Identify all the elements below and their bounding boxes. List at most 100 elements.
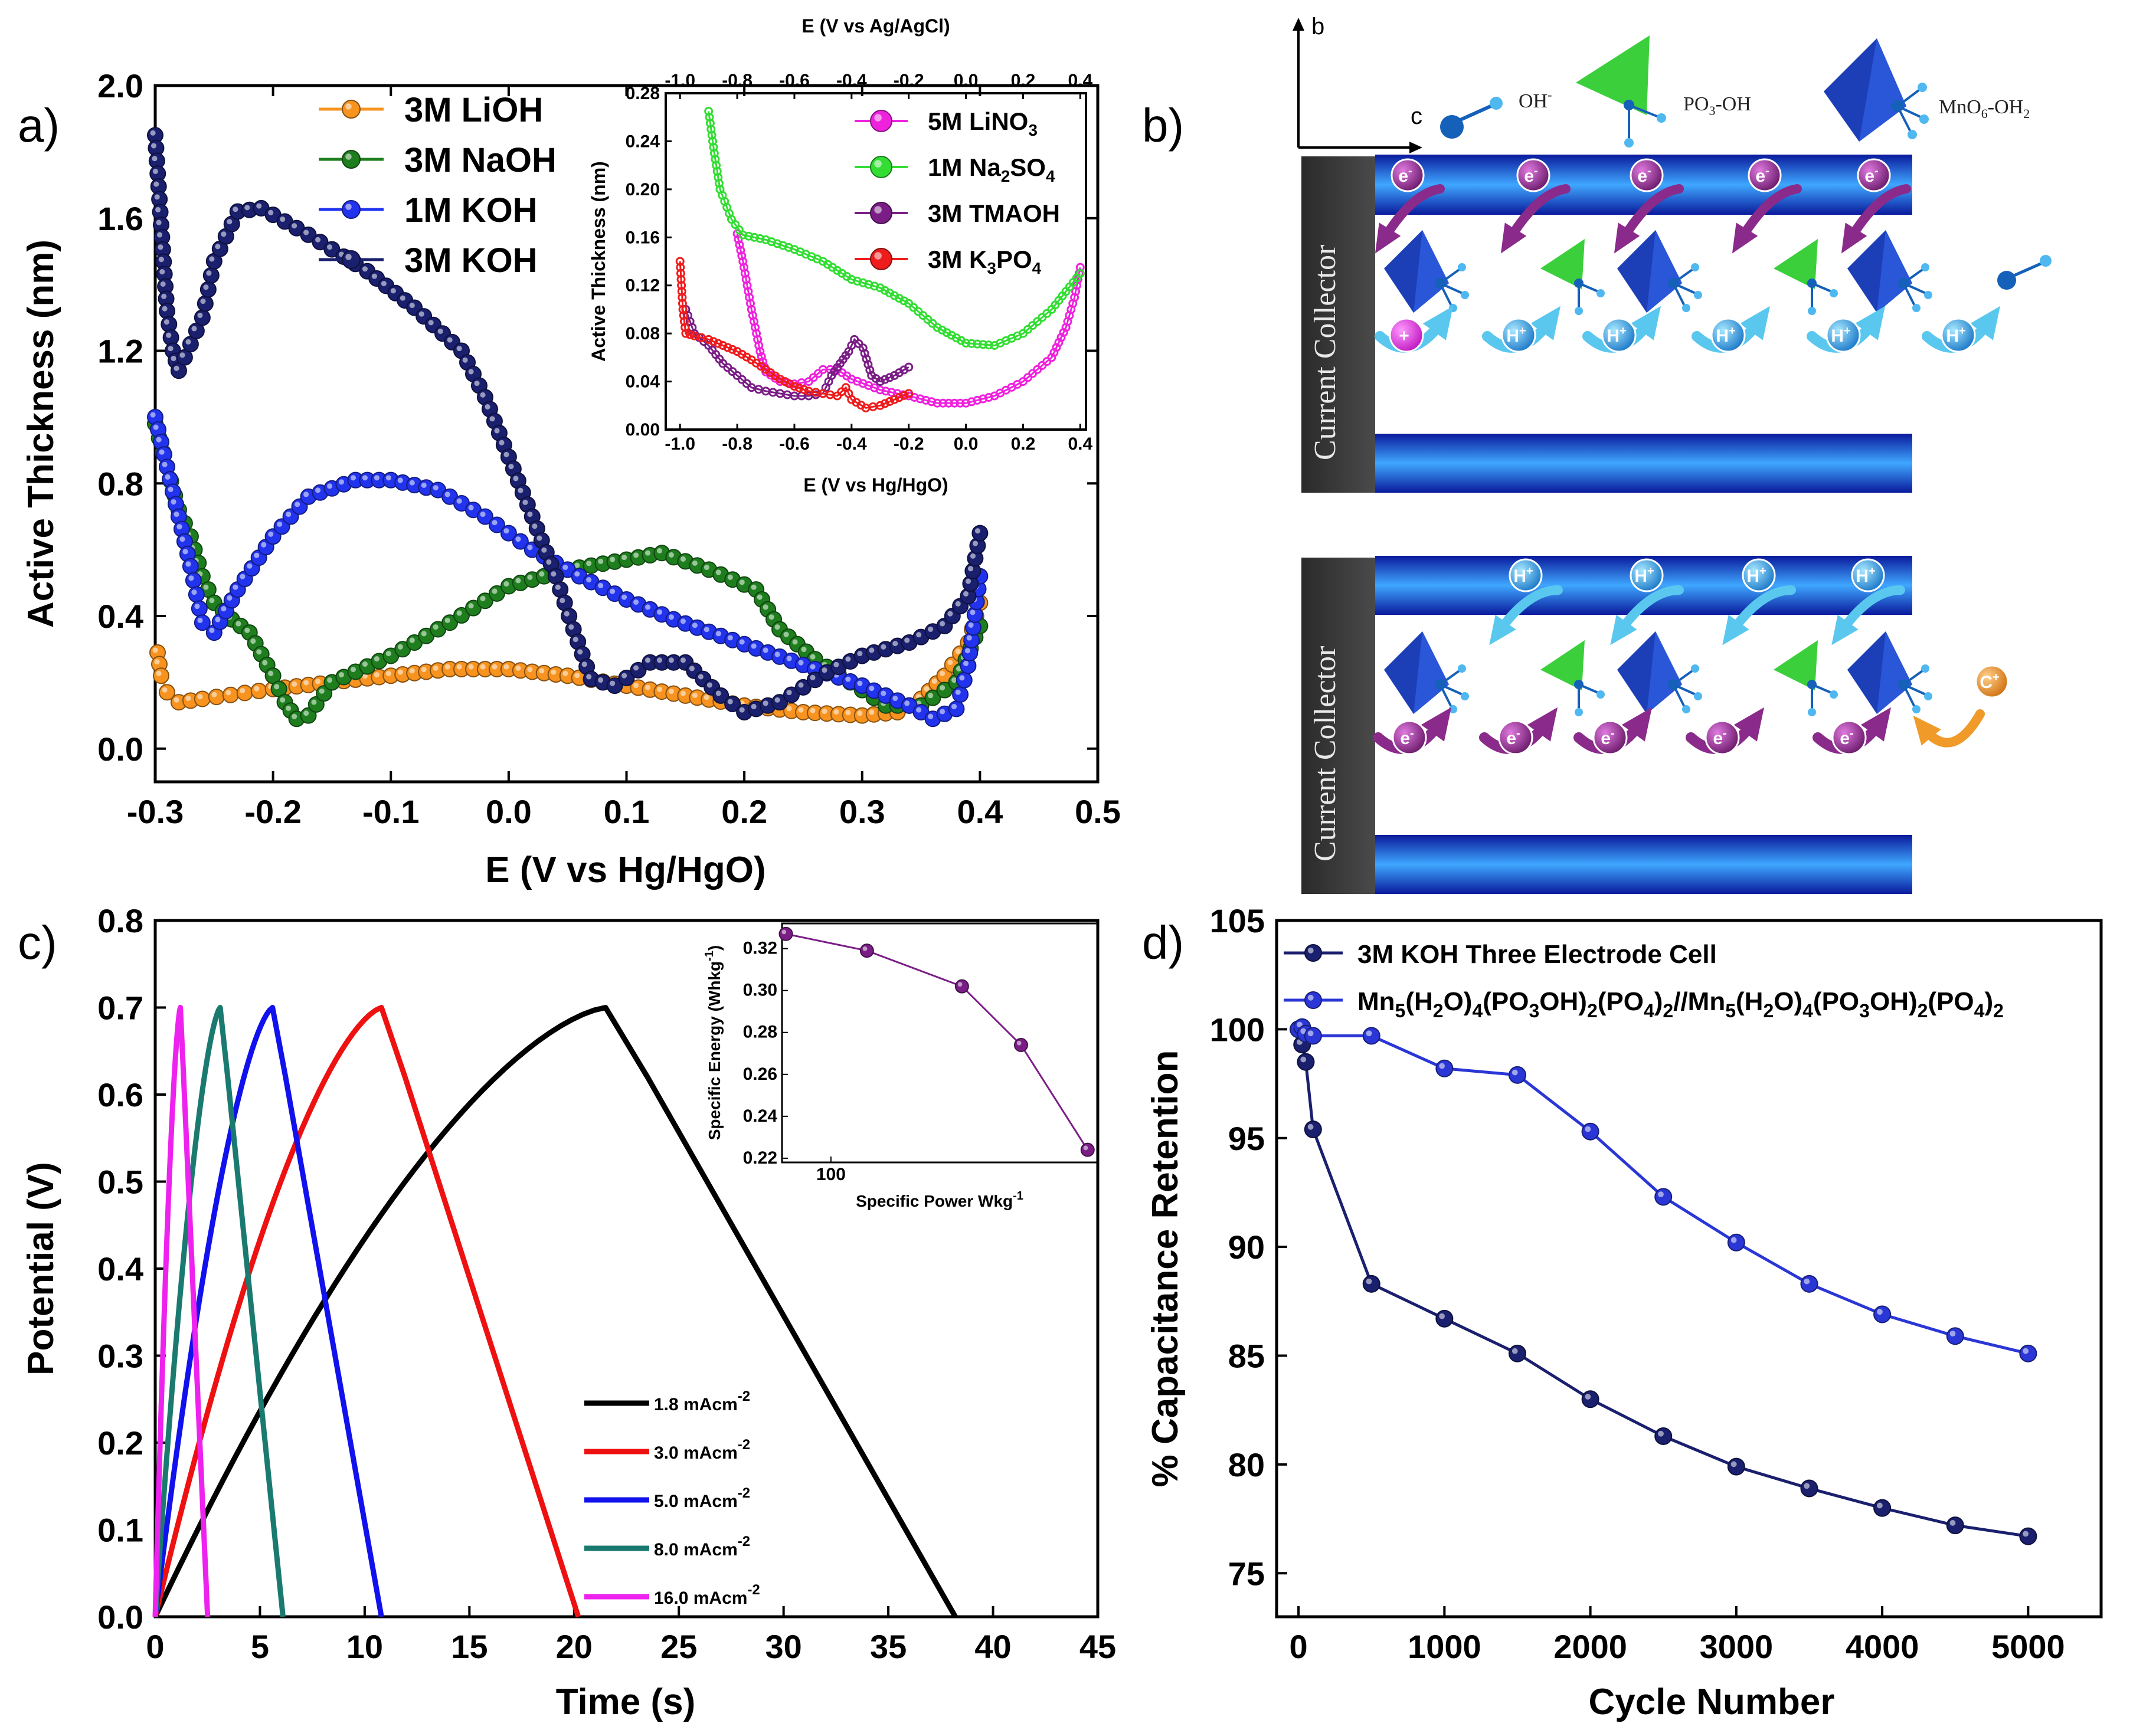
inset-c-ytick-label: 0.26 — [743, 1064, 777, 1084]
chart-a-point-hl — [179, 352, 185, 358]
electron-top-label: e- — [1398, 165, 1412, 186]
chart-a-point — [202, 267, 220, 284]
chart-a-point-hl — [970, 553, 976, 559]
inset-a-point — [744, 231, 753, 241]
chart-a-point-hl — [319, 688, 325, 694]
chart-a-point-hl — [551, 669, 557, 675]
proton-bottom-arrow-head — [1831, 614, 1859, 646]
chart-a-point-hl — [268, 209, 274, 215]
chart-c-series-line — [152, 1005, 384, 1617]
chart-a-point-hl — [783, 631, 789, 637]
inset-a-point — [880, 375, 889, 384]
inset-a-point — [681, 329, 691, 338]
chart-c-ytick-label: 0.7 — [97, 990, 143, 1027]
inset-a-point — [681, 323, 690, 332]
mno6-unit-atom — [1898, 278, 1909, 289]
chart-a-point-hl — [277, 521, 283, 527]
chart-a-point-hl — [286, 512, 292, 517]
current-collector-top-label: Current Collector — [1308, 245, 1342, 460]
chart-a-point-hl — [262, 660, 268, 666]
chart-a-ytick-label: 1.2 — [97, 333, 143, 370]
electron-top — [1857, 158, 1891, 192]
chart-a-point-hl — [468, 603, 474, 609]
chart-a-point-hl — [374, 671, 379, 678]
oh-legend-label: OH- — [1519, 87, 1552, 112]
electron-top — [1748, 158, 1782, 192]
chart-c: 0 5 10 15 20 25 30 35 40 45 0.0 0.1 0.2 0.3 0.4 0.5 0.6 0… — [21, 902, 1116, 1722]
mno6-unit-atom — [1461, 692, 1469, 700]
inset-a-point — [887, 388, 897, 397]
chart-a-point-hl — [292, 223, 297, 229]
chart-a-point-hl — [151, 143, 157, 149]
inset-a-point — [967, 339, 976, 348]
chart-a-point-hl — [551, 571, 557, 577]
chart-a-point-hl — [409, 637, 415, 643]
chart-a-xtick-label: 0.5 — [1075, 793, 1121, 830]
proton-top — [1601, 317, 1637, 353]
chart-d-ylabel: % Capacitance Retention — [1145, 1050, 1186, 1488]
chart-a-point-hl — [221, 231, 227, 237]
chart-a-point-hl — [444, 492, 450, 497]
inset-a-point — [709, 337, 718, 346]
mno6-unit-atom — [1921, 664, 1929, 673]
chart-a-ytick-label: 1.6 — [97, 200, 143, 237]
chart-a-point-hl — [881, 690, 886, 696]
chart-d-point — [1304, 1121, 1322, 1138]
chart-a-point-hl — [303, 710, 309, 716]
chart-a-point-hl — [940, 685, 946, 691]
chart-a-point-hl — [421, 482, 427, 488]
chart-a-point-hl — [215, 617, 221, 623]
inset-a-point — [679, 317, 689, 326]
inset-a-point — [712, 166, 722, 176]
chart-a-point-hl — [244, 205, 250, 211]
chart-d-point — [1727, 1233, 1745, 1252]
chart-a-point-hl — [955, 689, 961, 695]
po3oh-unit — [1774, 640, 1818, 690]
chart-a-point-hl — [247, 563, 253, 569]
chart-a-point-hl — [162, 306, 168, 312]
chart-a-point — [250, 683, 267, 700]
electron-bottom — [1831, 720, 1867, 755]
chart-c-ylabel: Potential (V) — [21, 1162, 61, 1375]
chart-d-point — [1362, 1275, 1380, 1293]
chart-d-point-hl — [1307, 1123, 1314, 1130]
chart-a-point-hl — [892, 641, 898, 647]
chart-a-point-hl — [385, 475, 391, 481]
inset-a-xtick-top-label: -0.6 — [779, 71, 810, 90]
chart-c-xlabel: Time (s) — [556, 1682, 696, 1722]
chart-c-inset-ylabel: Specific Energy (Whkg-1) — [703, 945, 724, 1141]
chart-a-point-hl — [492, 520, 498, 526]
electron-bottom-label: e- — [1840, 727, 1853, 748]
mno6-unit-atom — [1449, 705, 1457, 713]
chart-a-legend-marker — [342, 250, 361, 269]
chart-a-point-hl — [292, 713, 297, 719]
inset-c-point — [1080, 1142, 1095, 1157]
inset-a-xtick-top-label: 0.0 — [954, 71, 979, 90]
chart-d-point-hl — [1366, 1278, 1372, 1285]
chart-d-point — [1654, 1188, 1673, 1206]
chart-a-point-hl — [845, 656, 851, 662]
inset-a-point — [678, 304, 688, 314]
chart-a-point-hl — [240, 687, 246, 694]
chart-a-point-hl — [621, 673, 627, 679]
chart-c-ytick-label: 0.5 — [97, 1164, 143, 1201]
chart-a-point-hl — [774, 651, 780, 657]
electron-top-arrow-head — [1500, 222, 1527, 254]
chart-a-point-hl — [489, 416, 495, 422]
inset-a-point — [984, 340, 993, 350]
inset-a-point — [734, 235, 743, 244]
chart-a-point-hl — [206, 270, 212, 276]
chart-a-point-hl — [527, 545, 533, 551]
electron-top-label: e- — [1864, 165, 1878, 186]
proton-top — [1825, 317, 1861, 353]
chart-a-point-hl — [350, 666, 356, 673]
chart-a-legend-marker-hl — [345, 204, 352, 210]
cation-bottom-arrow-head — [1913, 715, 1941, 746]
chart-a-point — [236, 684, 253, 702]
inset-a-point — [711, 155, 720, 164]
inset-a-xtick-label: -0.2 — [894, 434, 924, 454]
inset-a-point — [737, 251, 747, 261]
chart-a-point-hl — [704, 564, 709, 571]
